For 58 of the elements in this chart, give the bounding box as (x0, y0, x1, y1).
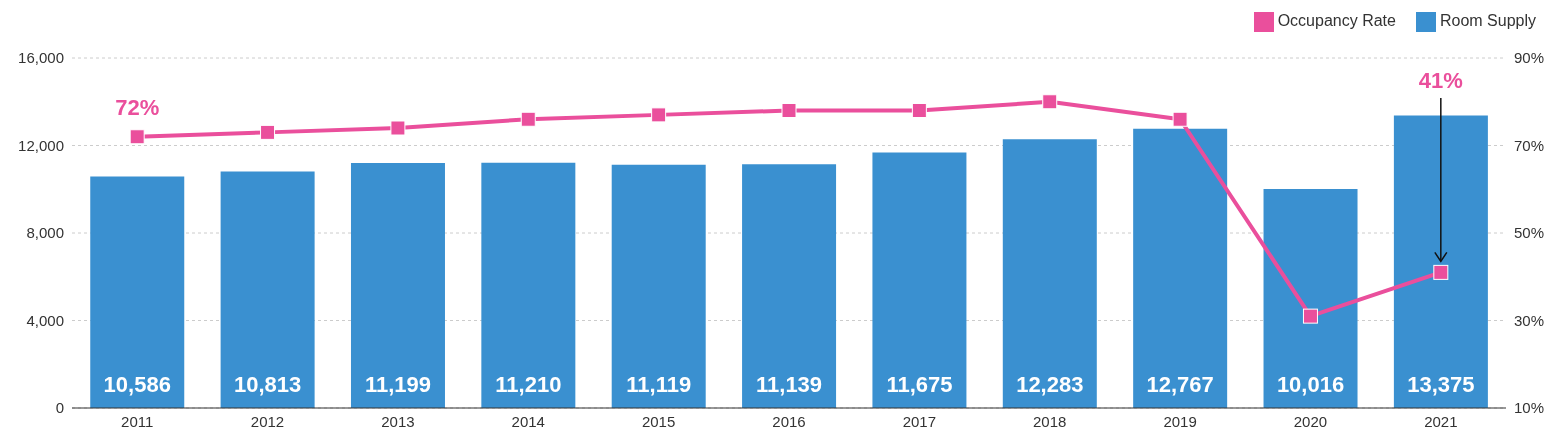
bar (1133, 128, 1228, 408)
data-label: 10,813 (233, 372, 302, 397)
point (1172, 111, 1188, 127)
data-label: 11,139 (756, 372, 823, 397)
x-tick-label: 2012 (250, 412, 285, 430)
point (1042, 94, 1058, 110)
bar (742, 164, 837, 408)
point (1302, 308, 1318, 324)
x-tick-label: 2021 (1424, 412, 1458, 430)
data-label: 11,199 (364, 372, 432, 397)
x-tick-label: 2017 (902, 412, 937, 430)
y2-tick-label: 90% (1514, 49, 1545, 67)
legend-label: Room Supply (1439, 12, 1536, 30)
bar (220, 171, 315, 408)
point (260, 124, 276, 140)
data-label: 12,283 (1016, 372, 1084, 397)
y2-tick-label: 10% (1514, 399, 1545, 417)
data-label: 10,016 (1276, 372, 1345, 397)
bar (90, 176, 185, 408)
data-label: 11,210 (495, 372, 562, 397)
bar (1002, 139, 1097, 408)
bar (1393, 115, 1488, 408)
y2-tick-label: 50% (1514, 224, 1545, 242)
bar (481, 162, 576, 408)
bar (872, 152, 967, 408)
x-tick-label: 2013 (381, 412, 415, 430)
y-tick-label: 8,000 (26, 224, 64, 242)
data-label: 11,675 (886, 372, 953, 397)
y-tick-label: 0 (55, 399, 64, 417)
y-tick-label: 4,000 (26, 311, 64, 329)
y2-tick-label: 70% (1514, 136, 1545, 154)
point (129, 129, 145, 145)
y2-tick-label: 30% (1514, 311, 1545, 329)
x-tick-label: 2016 (772, 412, 806, 430)
x-tick-label: 2011 (121, 412, 154, 430)
bar (350, 163, 445, 408)
data-label: 41% (1418, 68, 1463, 93)
data-label: 12,767 (1146, 372, 1214, 397)
data-label: 10,586 (103, 372, 171, 397)
bar (1263, 188, 1358, 408)
bar (611, 164, 706, 408)
point (1433, 264, 1449, 280)
y-tick-label: 16,000 (18, 49, 64, 67)
point (651, 107, 667, 123)
point (520, 111, 536, 127)
point (911, 103, 927, 118)
x-tick-label: 2020 (1293, 412, 1328, 430)
x-tick-label: 2018 (1033, 412, 1067, 430)
point (390, 120, 406, 136)
y-tick-label: 12,000 (18, 136, 64, 154)
x-tick-label: 2015 (641, 412, 676, 430)
data-label: 11,119 (626, 372, 692, 397)
legend-label: Occupancy Rate (1277, 12, 1396, 30)
data-label: 72% (115, 94, 160, 120)
x-tick-label: 2014 (511, 412, 545, 430)
x-tick-label: 2019 (1163, 412, 1197, 430)
point (781, 103, 797, 118)
data-label: 13,375 (1407, 372, 1475, 397)
